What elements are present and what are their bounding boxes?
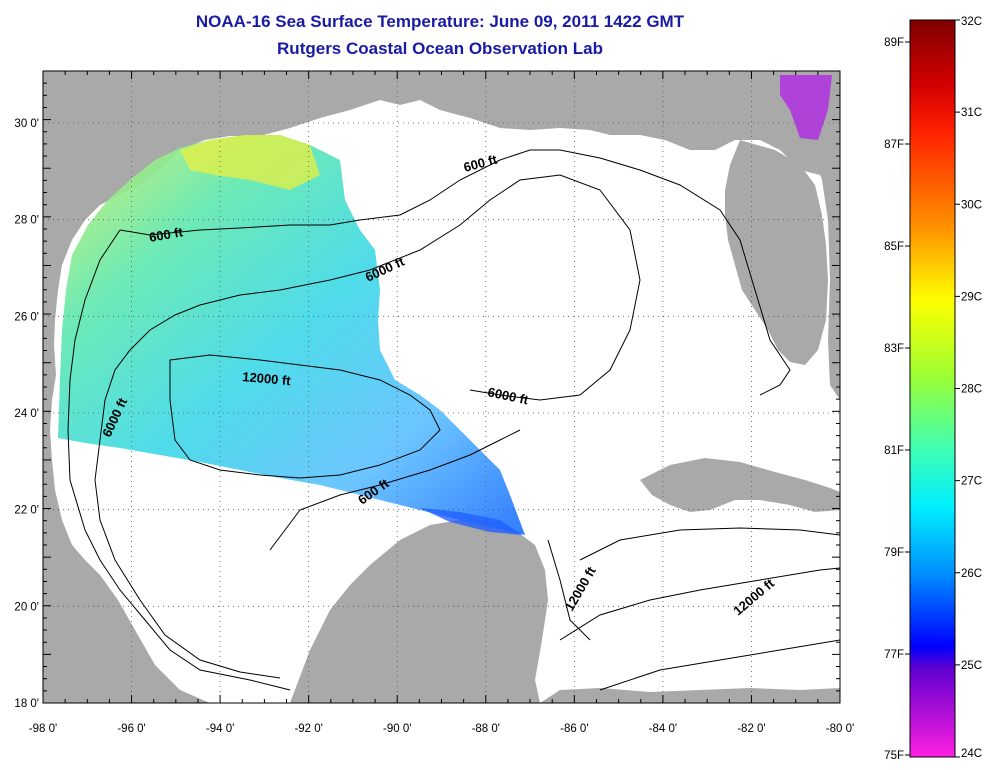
colorbar-fahrenheit-label: 83F: [884, 343, 904, 355]
land-us-gulf-coast: [43, 71, 840, 703]
longitude-tick-label: -84 0': [649, 723, 677, 735]
contour-12000ft: [169, 354, 441, 479]
sst-florida-east-swath: [780, 75, 832, 140]
longitude-tick-label: -92 0': [294, 723, 322, 735]
colorbar-celsius-label: 30C: [961, 199, 982, 211]
map-subtitle: Rutgers Coastal Ocean Observation Lab: [277, 39, 603, 58]
sst-warm-patch: [180, 135, 320, 190]
longitude-tick-label: -94 0': [206, 723, 234, 735]
latitude-tick-label: 22 0': [14, 505, 39, 517]
latitude-tick-label: 24 0': [14, 408, 39, 420]
longitude-tick-label: -96 0': [117, 723, 145, 735]
longitude-tick-label: -98 0': [29, 723, 57, 735]
colorbar-fahrenheit-label: 87F: [884, 139, 904, 151]
latitude-labels: 30 0' 28 0' 26 0' 24 0' 22 0' 20 0' 18 0': [14, 118, 39, 710]
land-florida: [725, 140, 828, 365]
map-title: NOAA-16 Sea Surface Temperature: June 09…: [195, 12, 685, 31]
land-florida-east: [812, 140, 840, 400]
latitude-tick-label: 18 0': [14, 698, 39, 710]
frame-ticks: [42, 70, 841, 704]
longitude-tick-label: -90 0': [383, 723, 411, 735]
longitude-tick-label: -80 0': [826, 723, 854, 735]
colorbar-fahrenheit-label: 79F: [884, 547, 904, 559]
land-cuba: [640, 458, 840, 512]
latitude-tick-label: 20 0': [14, 601, 39, 613]
longitude-tick-label: -82 0': [737, 723, 765, 735]
colorbar-fahrenheit-label: 75F: [884, 750, 904, 762]
contour-label: 12000 ft: [242, 369, 292, 388]
colorbar-celsius-label: 29C: [961, 291, 982, 303]
latitude-tick-label: 30 0': [14, 118, 39, 130]
contour-600ft: [67, 149, 791, 691]
colorbar-celsius-label: 24C: [961, 748, 982, 760]
colorbar-fahrenheit-label: 85F: [884, 241, 904, 253]
map-area: 600 ft 600 ft 600 ft 6000 ft 6000 ft 600…: [43, 71, 840, 703]
colorbar-fahrenheit-label: 77F: [884, 649, 904, 661]
colorbar: [909, 19, 956, 758]
colorbar-celsius-label: 28C: [961, 384, 982, 396]
colorbar-celsius-label: 31C: [961, 107, 982, 119]
colorbar-celsius-label: 32C: [961, 16, 982, 28]
graticule: [43, 71, 840, 703]
bathymetry-contours: [67, 149, 840, 691]
contour-12000ft-caribbean: [559, 527, 840, 691]
latitude-tick-label: 26 0': [14, 311, 39, 323]
colorbar-fahrenheit-label: 81F: [884, 445, 904, 457]
sst-cool-patch: [420, 508, 522, 535]
colorbar-ticks: 32C 31C 30C 29C 28C 27C 26C 25C 24C 89F 87F 85F 83F 8…: [884, 16, 982, 762]
latitude-tick-label: 28 0': [14, 215, 39, 227]
longitude-tick-label: -86 0': [560, 723, 588, 735]
colorbar-celsius-label: 26C: [961, 568, 982, 580]
land-yucatan: [290, 520, 548, 703]
longitude-labels: -98 0' -96 0' -94 0' -92 0' -90 0' -88 0' -86 …: [29, 723, 854, 735]
longitude-tick-label: -88 0': [472, 723, 500, 735]
contour-label: 600 ft: [148, 224, 185, 245]
colorbar-celsius-label: 25C: [961, 660, 982, 672]
contour-6000ft: [94, 174, 641, 679]
colorbar-fahrenheit-label: 89F: [884, 37, 904, 49]
colorbar-celsius-label: 27C: [961, 476, 982, 488]
land-central-america: [540, 688, 840, 703]
